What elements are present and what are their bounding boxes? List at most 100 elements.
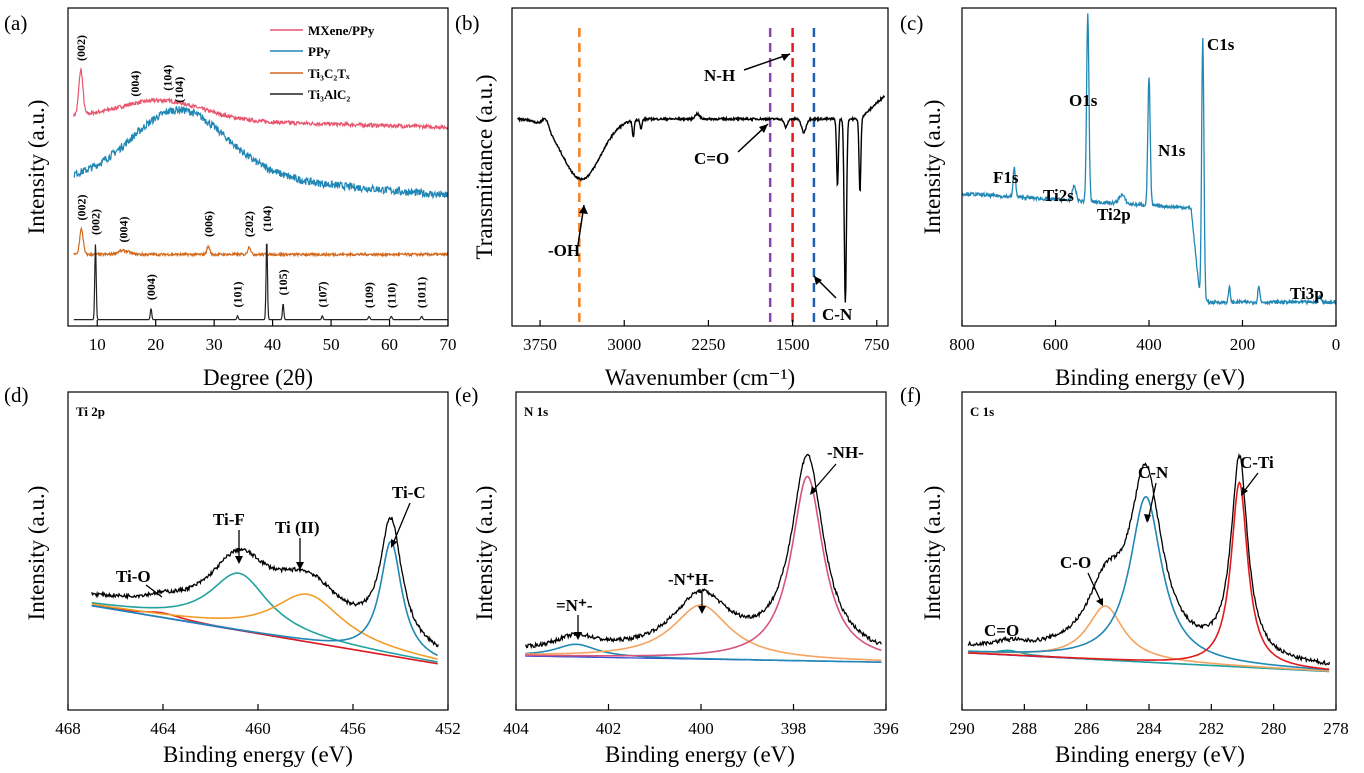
panel-e-frame <box>515 391 887 711</box>
panel-d-x-tick-label: 460 <box>245 719 271 738</box>
xrd-series-0 <box>73 66 449 131</box>
arrow-c-o-head <box>1096 598 1103 606</box>
panel-b-x-tick-label: 1500 <box>776 335 810 354</box>
annotation-oh: -OH <box>548 241 580 260</box>
panel-e-x-tick-label: 400 <box>688 719 714 738</box>
xrd-peak-label: (004) <box>128 71 142 97</box>
component-label-ti-f: Ti-F <box>213 510 245 529</box>
panel-b-frame <box>511 7 889 327</box>
xrd-peak-label: (004) <box>144 274 158 300</box>
panel-d-x-tick-label: 452 <box>435 719 461 738</box>
arrow-c-o-double <box>1007 639 1011 643</box>
panel-f-x-tick-label: 290 <box>949 719 975 738</box>
arrow-nh-plus-head <box>698 606 706 614</box>
raw-data-series <box>91 516 439 648</box>
arrow-ti-c-head <box>391 539 397 548</box>
component-label-c-n: C-N <box>1138 463 1169 482</box>
component-label-ti-ii: Ti (II) <box>275 518 320 537</box>
fit-component-1 <box>525 604 882 662</box>
xrd-series-3 <box>73 243 448 321</box>
component-label-c-o-double: C=O <box>984 621 1019 640</box>
arrow-nh <box>810 463 837 494</box>
xrd-peak-label: (002) <box>88 209 102 235</box>
annotation-co: C=O <box>694 149 729 168</box>
annotation-cn: C-N <box>822 305 853 324</box>
panel-b-x-tick-label: 3000 <box>607 335 641 354</box>
arrow-nh-head <box>810 486 817 495</box>
panel-e-x-tick-label: 396 <box>873 719 899 738</box>
peak-label-ti2s: Ti2s <box>1043 186 1074 205</box>
arrow-oh-head <box>579 205 588 214</box>
xps-survey-series <box>961 13 1337 307</box>
panel-b-x-tick-label: 3750 <box>523 335 557 354</box>
panel-e-annotations: =N⁺- -N⁺H- -NH- <box>556 443 864 640</box>
panel-a-x-tick-label: 50 <box>323 335 340 354</box>
arrow-c-n-head <box>1144 514 1151 523</box>
peak-label-n1s: N1s <box>1158 141 1186 160</box>
panel-b-xlabel: Wavenumber (cm⁻¹) <box>605 365 795 390</box>
component-label-ti-o: Ti-O <box>116 567 151 586</box>
panel-d-x-tick-label: 464 <box>150 719 176 738</box>
legend-ti3alc2: Ti₃AlC₂ <box>308 87 350 102</box>
panel-f-x-tick-label: 282 <box>1199 719 1225 738</box>
peak-label-ti2p: Ti2p <box>1097 205 1131 224</box>
peak-label-c1s: C1s <box>1207 35 1235 54</box>
xrd-peak-label: (109) <box>362 282 376 308</box>
xrd-peak-label: (202) <box>242 211 256 237</box>
arrow-c-o <box>1087 572 1103 605</box>
raw-data-series <box>967 452 1331 666</box>
arrow-ti-o <box>145 584 163 598</box>
xrd-peak-label: (002) <box>74 35 88 61</box>
panel-f-x-tick-label: 288 <box>1012 719 1038 738</box>
panel-d-ylabel: Intensity (a.u.) <box>24 486 49 621</box>
panel-d-frame <box>67 391 449 711</box>
panel-f-annotations: C=O C-O C-N C-Ti <box>984 453 1274 643</box>
panel-f-corner-label: C 1s <box>970 404 994 419</box>
fit-component-1 <box>968 605 1330 672</box>
arrow-n-plus-head <box>574 632 582 640</box>
panel-a-ylabel: Intensity (a.u.) <box>24 100 49 235</box>
panel-e-x-tick-label: 402 <box>596 719 622 738</box>
fit-component-0 <box>525 643 882 663</box>
panel-e-corner-label: N 1s <box>524 404 548 419</box>
xrd-peak-label: (104) <box>260 206 274 232</box>
panel-b: (b) 3750 3000 2250 1500 750 Wavenumber (cm⁻¹… <box>455 7 890 390</box>
component-label-c-o: C-O <box>1060 553 1091 572</box>
panel-e: (e) N 1s 404 402 400 398 396 Binding energy … <box>455 383 899 767</box>
panel-c-frame <box>961 7 1337 327</box>
xrd-peak-label: (104) <box>160 65 174 91</box>
panel-a-legend: MXene/PPy PPy Ti₃C₂Tₓ Ti₃AlC₂ <box>270 23 375 102</box>
panel-a-x-tick-label: 60 <box>381 335 398 354</box>
component-label-ti-c: Ti-C <box>392 483 426 502</box>
arrow-cn-head <box>814 276 822 285</box>
panel-b-x-tick-label: 750 <box>864 335 890 354</box>
panel-b-label: (b) <box>455 11 480 35</box>
panel-d-annotations: Ti-O Ti-F Ti (II) Ti-C <box>116 483 426 598</box>
xrd-peak-label: (110) <box>384 283 398 308</box>
panel-e-label: (e) <box>455 383 478 407</box>
panel-a-x-tick-label: 40 <box>264 335 281 354</box>
panel-f-ylabel: Intensity (a.u.) <box>920 486 945 621</box>
panel-c-x-tick-label: 0 <box>1332 335 1341 354</box>
ftir-series <box>517 95 886 303</box>
xrd-peak-label: (101) <box>231 281 245 307</box>
panel-e-xlabel: Binding energy (eV) <box>605 742 795 767</box>
xrd-peak-label: (002) <box>74 195 88 221</box>
panel-a-frame <box>67 7 449 327</box>
arrow-ti-ii-head <box>296 562 304 570</box>
xrd-peak-label: (104) <box>172 77 186 103</box>
panel-f-label: (f) <box>900 383 921 407</box>
panel-b-ylabel: Transmittance (a.u.) <box>472 74 497 259</box>
component-label-n-plus: =N⁺- <box>556 596 593 615</box>
xrd-peak-label: (105) <box>276 269 290 295</box>
panel-a-x-tick-label: 30 <box>206 335 223 354</box>
panel-c-x-tick-label: 800 <box>949 335 975 354</box>
arrow-ti-c <box>391 502 411 547</box>
panel-f-x-tick-label: 284 <box>1136 719 1162 738</box>
panel-a-xlabel: Degree (2θ) <box>203 365 313 390</box>
panel-a: (a) (002)(004) (104)(104)(002)(004) (006)(… <box>4 7 457 390</box>
xrd-peak-label: (107) <box>315 281 329 307</box>
panel-b-annotations: -OH C=O N-H C-N <box>548 53 853 324</box>
panel-f-x-tick-label: 280 <box>1261 719 1287 738</box>
